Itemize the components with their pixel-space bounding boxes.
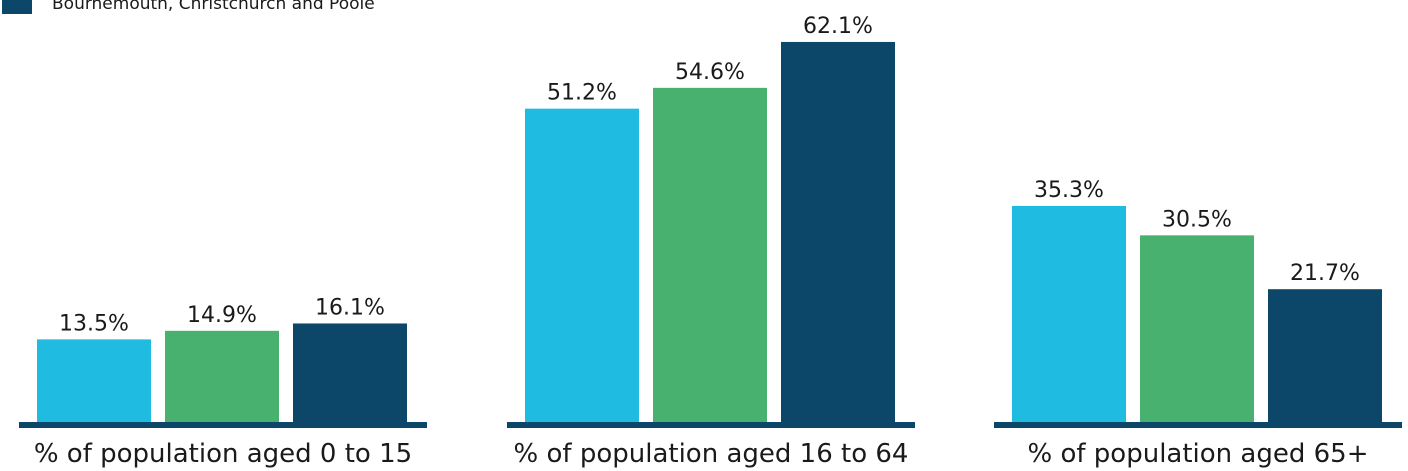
baseline-2 bbox=[507, 422, 915, 428]
data-label-1-series-1: 13.5% bbox=[59, 311, 129, 336]
bar-3-series-2 bbox=[1140, 235, 1254, 422]
bar-groups: 13.5% 14.9% 16.1% % of population aged 0 to… bbox=[19, 14, 1402, 469]
bar-1-series-3 bbox=[293, 323, 407, 422]
data-label-3-series-1: 35.3% bbox=[1034, 178, 1104, 203]
bar-group-1: 13.5% 14.9% 16.1% % of population aged 0 to… bbox=[19, 295, 427, 469]
bar-group-3: 35.3% 30.5% 21.7% % of population aged 65+ bbox=[994, 178, 1402, 469]
data-label-1-series-2: 14.9% bbox=[187, 303, 257, 328]
legend-label-bournemouth-christchurch-and-poole: Bournemouth, Christchurch and Poole bbox=[52, 0, 375, 14]
bar-group-2: 51.2% 54.6% 62.1% % of population aged 16 t… bbox=[507, 14, 915, 469]
bar-2-series-3 bbox=[781, 41, 895, 422]
category-label-of-population-aged-65: % of population aged 65+ bbox=[1028, 439, 1369, 469]
bar-2-series-2 bbox=[653, 87, 767, 423]
baseline-3 bbox=[994, 422, 1402, 428]
bar-3-series-1 bbox=[1012, 205, 1126, 422]
legend: Bournemouth, Christchurch and Poole bbox=[2, 0, 375, 14]
bar-1-series-1 bbox=[37, 339, 151, 422]
legend-swatch-bournemouth-christchurch-and-poole bbox=[2, 0, 32, 14]
baseline-1 bbox=[19, 422, 427, 428]
data-label-3-series-3: 21.7% bbox=[1290, 261, 1360, 286]
bar-3-series-3 bbox=[1268, 289, 1382, 422]
data-label-1-series-3: 16.1% bbox=[315, 295, 385, 320]
bar-2-series-1 bbox=[525, 108, 639, 422]
data-label-2-series-1: 51.2% bbox=[547, 81, 617, 106]
category-label-of-population-aged-16-to-64: % of population aged 16 to 64 bbox=[514, 439, 909, 469]
category-label-of-population-aged-0-to-15: % of population aged 0 to 15 bbox=[34, 439, 412, 469]
data-label-3-series-2: 30.5% bbox=[1162, 207, 1232, 232]
data-label-2-series-3: 62.1% bbox=[803, 14, 873, 39]
data-label-2-series-2: 54.6% bbox=[675, 60, 745, 85]
bar-1-series-2 bbox=[165, 330, 279, 422]
